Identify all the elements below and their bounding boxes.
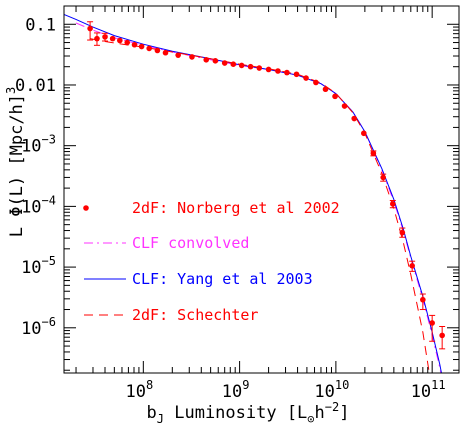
y-tick-label: 10−6: [21, 315, 56, 339]
data-point: [284, 69, 290, 76]
data-point: [332, 93, 338, 100]
x-label-h: h: [315, 403, 325, 423]
data-points: [87, 21, 446, 350]
plot-frame: [63, 5, 460, 374]
data-point: [212, 58, 219, 64]
y-tick-label: 0.1: [25, 15, 56, 35]
x-tick-label: 108: [125, 378, 153, 402]
x-label-sup: −2: [325, 400, 339, 414]
data-point: [138, 43, 145, 50]
data-point: [146, 45, 152, 52]
data-point: [238, 62, 245, 69]
x-label-main: b: [147, 403, 157, 423]
data-point: [439, 332, 445, 339]
data-point: [370, 150, 377, 157]
data-point: [131, 41, 138, 48]
y-tick-label: 10−4: [21, 193, 56, 217]
x-tick-label: 1011: [411, 378, 446, 402]
data-point: [221, 60, 228, 66]
legend: 2dF: Norberg et al 2002 CLF convolved CLF:…: [83, 199, 340, 324]
x-tick-label: 1010: [314, 378, 349, 402]
data-point: [303, 75, 309, 81]
data-point: [341, 103, 348, 109]
y-tick-label: 0.01: [15, 76, 56, 96]
data-point: [94, 35, 100, 42]
x-label-sub: J: [157, 412, 164, 426]
data-point: [230, 61, 237, 67]
data-point: [265, 66, 272, 73]
data-point: [293, 71, 300, 78]
y-axis-label: L Φ(L) [Mpc/h]3: [4, 87, 27, 238]
data-point: [351, 115, 358, 122]
data-point: [275, 68, 281, 74]
legend-label: CLF convolved: [132, 234, 249, 252]
solar-symbol: ⊙: [307, 412, 314, 426]
axes: 108 109 1010 1011 0.1 0.01 10−3 10−4 10−5 10−6: [15, 5, 460, 402]
data-point: [322, 86, 329, 93]
y-label-sup: 3: [4, 87, 18, 94]
x-tick-label: 109: [222, 378, 250, 402]
data-point: [399, 229, 406, 236]
data-point: [175, 52, 181, 58]
data-point: [361, 130, 367, 137]
x-axis-label: bJ Luminosity [L⊙h−2]: [147, 400, 350, 426]
y-tick-label: 10−3: [21, 133, 56, 157]
data-point: [256, 65, 263, 71]
data-point: [189, 54, 195, 60]
data-point: [420, 296, 426, 303]
legend-marker: [83, 205, 89, 211]
data-point: [109, 35, 116, 42]
data-point: [389, 201, 396, 207]
legend-label: 2dF: Norberg et al 2002: [132, 199, 340, 217]
data-point: [102, 34, 108, 40]
data-point: [124, 39, 130, 46]
y-tick-label: 10−5: [21, 254, 56, 278]
data-point: [247, 63, 254, 70]
legend-label: 2dF: Schechter: [132, 306, 258, 324]
data-point: [87, 25, 93, 32]
data-point: [154, 47, 161, 54]
data-point: [429, 320, 435, 326]
x-label-rest: Luminosity [L: [164, 403, 307, 423]
y-label-main: L Φ(L) [Mpc/h]: [7, 94, 27, 237]
data-point: [203, 56, 210, 63]
data-point: [162, 49, 169, 56]
data-point: [380, 174, 386, 181]
data-point: [117, 37, 123, 44]
x-label-close: ]: [339, 403, 349, 423]
data-point: [313, 79, 319, 86]
legend-label: CLF: Yang et al 2003: [132, 270, 313, 288]
data-point: [409, 263, 415, 269]
